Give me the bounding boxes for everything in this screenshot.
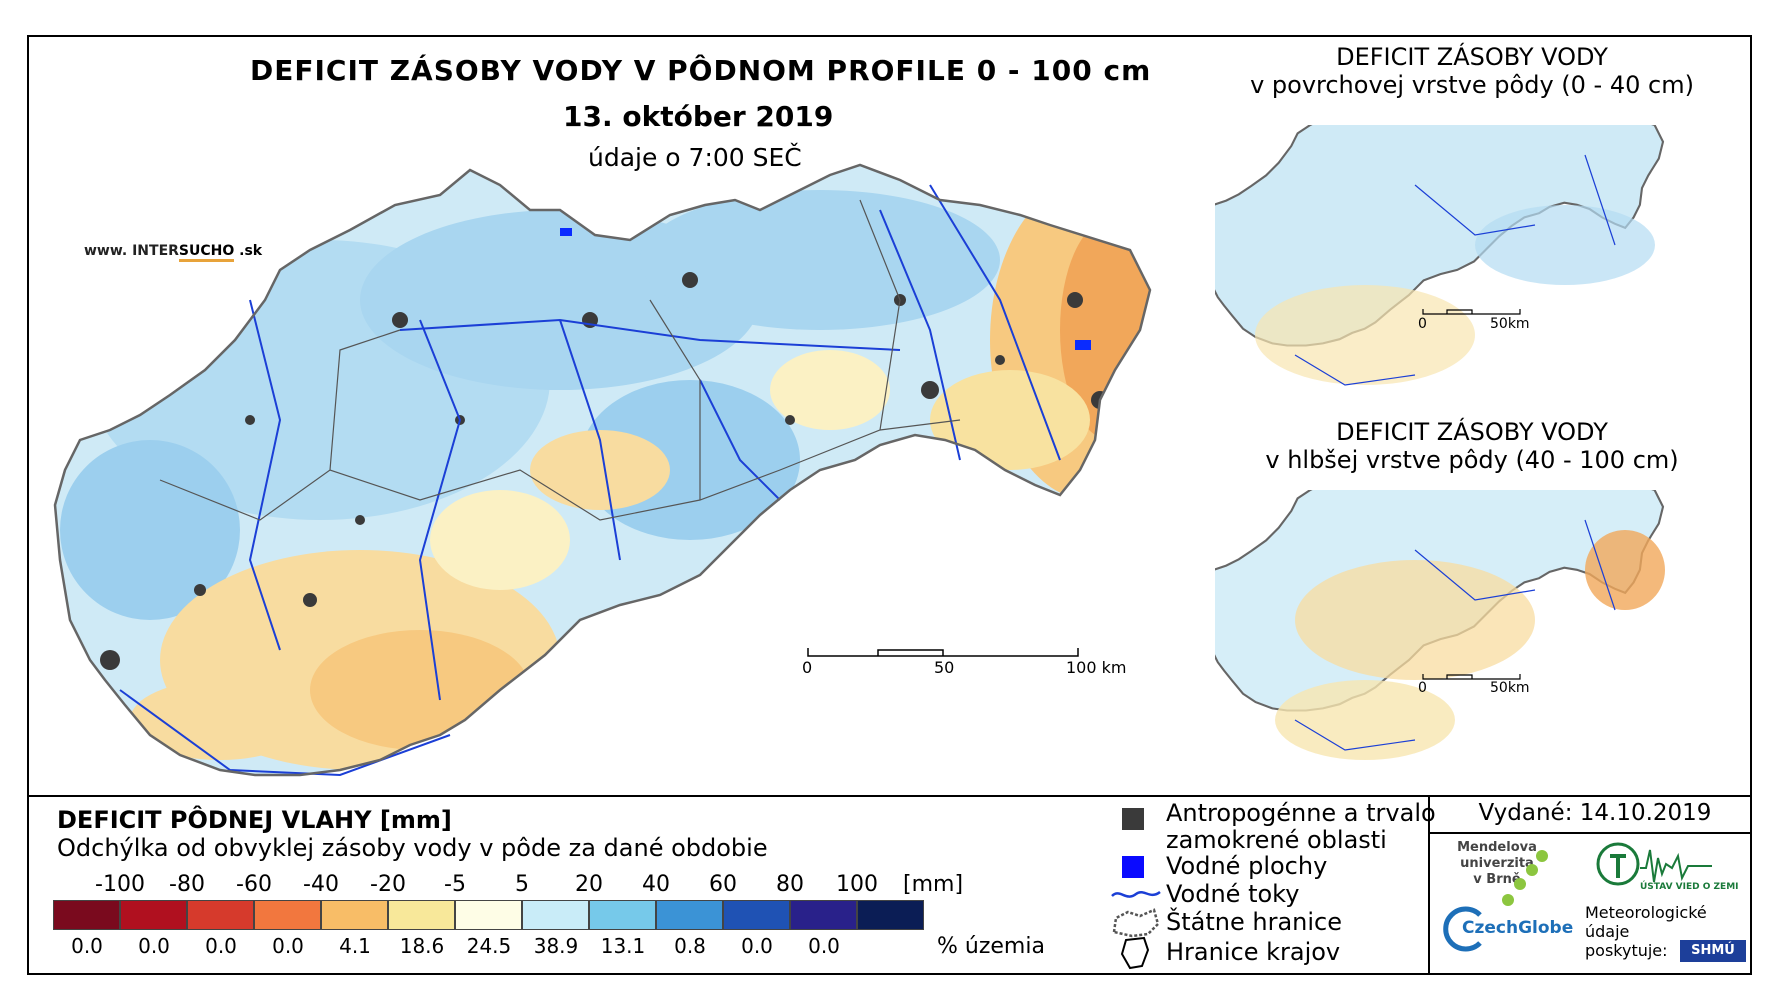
legend-class-break: 40 — [642, 872, 670, 897]
czechglobe-logo-text: CzechGlobe — [1462, 918, 1574, 938]
anthropogenic-area-symbol — [1122, 808, 1144, 830]
legend-class-break: 80 — [776, 872, 804, 897]
legend-percentage: 0.0 — [71, 934, 103, 958]
legend-percentage: 24.5 — [466, 934, 512, 958]
uvz-logo-text: ÚSTAV VIED O ZEMI — [1640, 882, 1739, 892]
legend-divider — [1428, 795, 1430, 975]
legend-swatch — [254, 900, 321, 930]
main-map-title: DEFICIT ZÁSOBY VODY V PÔDNOM PROFILE 0 -… — [250, 54, 1152, 87]
legend-percentage: 0.0 — [205, 934, 237, 958]
main-scale-tick-50: 50 — [934, 658, 955, 677]
key-state-border: Štátne hranice — [1166, 908, 1342, 936]
legend-swatch — [656, 900, 723, 930]
legend-swatch — [388, 900, 455, 930]
legend-title: DEFICIT PÔDNEJ VLAHY [mm] — [57, 806, 452, 834]
main-scale-bar — [807, 648, 1079, 657]
legend-swatch — [53, 900, 120, 930]
legend-percent-unit: % územia — [937, 934, 1045, 959]
legend-class-break: 5 — [515, 872, 529, 897]
side-map-1-scale-0: 0 — [1418, 316, 1427, 332]
issued-date: Vydané: 14.10.2019 — [1478, 800, 1712, 826]
legend-swatch — [187, 900, 254, 930]
state-border-symbol — [1112, 908, 1160, 938]
side-map-1-title: DEFICIT ZÁSOBY VODY v povrchovej vrstve … — [1250, 43, 1694, 99]
legend-percentage: 0.8 — [674, 934, 706, 958]
side-map-2-scale-0: 0 — [1418, 680, 1427, 696]
legend-percentage: 38.9 — [533, 934, 579, 958]
legend-swatch — [589, 900, 656, 930]
main-map-subtitle: údaje o 7:00 SEČ — [588, 143, 802, 172]
water-body — [1075, 340, 1091, 350]
uvz-logo — [1596, 842, 1712, 886]
legend-swatch — [120, 900, 187, 930]
legend-class-break: -100 — [95, 872, 145, 897]
legend-swatch — [455, 900, 522, 930]
legend-percentage: 0.0 — [741, 934, 773, 958]
side-map-2-scale-50: 50km — [1490, 680, 1530, 696]
side-map-2-title: DEFICIT ZÁSOBY VODY v hlbšej vrstve pôdy… — [1265, 418, 1679, 474]
legend-class-break: -5 — [444, 872, 466, 897]
legend-swatch — [321, 900, 388, 930]
river-symbol — [1111, 890, 1161, 898]
website-label[interactable]: www. INTERSUCHO .sk — [84, 243, 262, 262]
legend-percentage: 0.0 — [272, 934, 304, 958]
legend-subtitle: Odchýlka od obvyklej zásoby vody v pôde … — [57, 834, 768, 862]
legend-class-break: -80 — [169, 872, 205, 897]
region-border-symbol — [1120, 936, 1150, 970]
legend-class-break: 20 — [575, 872, 603, 897]
key-region-border: Hranice krajov — [1166, 938, 1341, 966]
mendel-dots-logo — [1502, 850, 1548, 906]
side-map-surface — [1215, 125, 1665, 386]
side-map-deep — [1215, 490, 1665, 760]
legend-swatch — [522, 900, 589, 930]
legend-class-break: 60 — [709, 872, 737, 897]
legend-percentage: 18.6 — [399, 934, 445, 958]
legend-percentage: 4.1 — [339, 934, 371, 958]
key-rivers: Vodné toky — [1166, 880, 1300, 908]
legend-percentage: 0.0 — [808, 934, 840, 958]
main-map-date: 13. október 2019 — [563, 100, 834, 133]
legend-class-break: -20 — [370, 872, 406, 897]
legend-class-break: -40 — [303, 872, 339, 897]
mendel-university-logo-text: Mendelova univerzita v Brně — [1457, 840, 1537, 887]
legend-panel — [27, 795, 1752, 975]
issued-divider — [1430, 832, 1752, 834]
meteo-data-provider: Meteorologické údaje poskytuje: — [1585, 903, 1707, 960]
legend-percentage: 0.0 — [138, 934, 170, 958]
czechglobe-swirl-icon — [1443, 906, 1482, 952]
legend-unit: [mm] — [903, 872, 964, 897]
key-water-bodies: Vodné plochy — [1166, 852, 1328, 880]
side-map-1-scale-50: 50km — [1490, 316, 1530, 332]
main-scale-tick-0: 0 — [802, 658, 813, 677]
key-anthropogenic: Antropogénne a trvalo zamokrené oblasti — [1166, 799, 1436, 854]
legend-class-break: -60 — [236, 872, 272, 897]
legend-percentage: 13.1 — [600, 934, 646, 958]
legend-swatch — [723, 900, 790, 930]
legend-class-break: 100 — [836, 872, 878, 897]
shmu-logo: SHMÚ — [1680, 940, 1746, 962]
main-scale-tick-100: 100 km — [1066, 658, 1127, 677]
legend-swatch — [790, 900, 857, 930]
legend-swatch — [857, 900, 924, 930]
water-body-symbol — [1122, 856, 1144, 878]
